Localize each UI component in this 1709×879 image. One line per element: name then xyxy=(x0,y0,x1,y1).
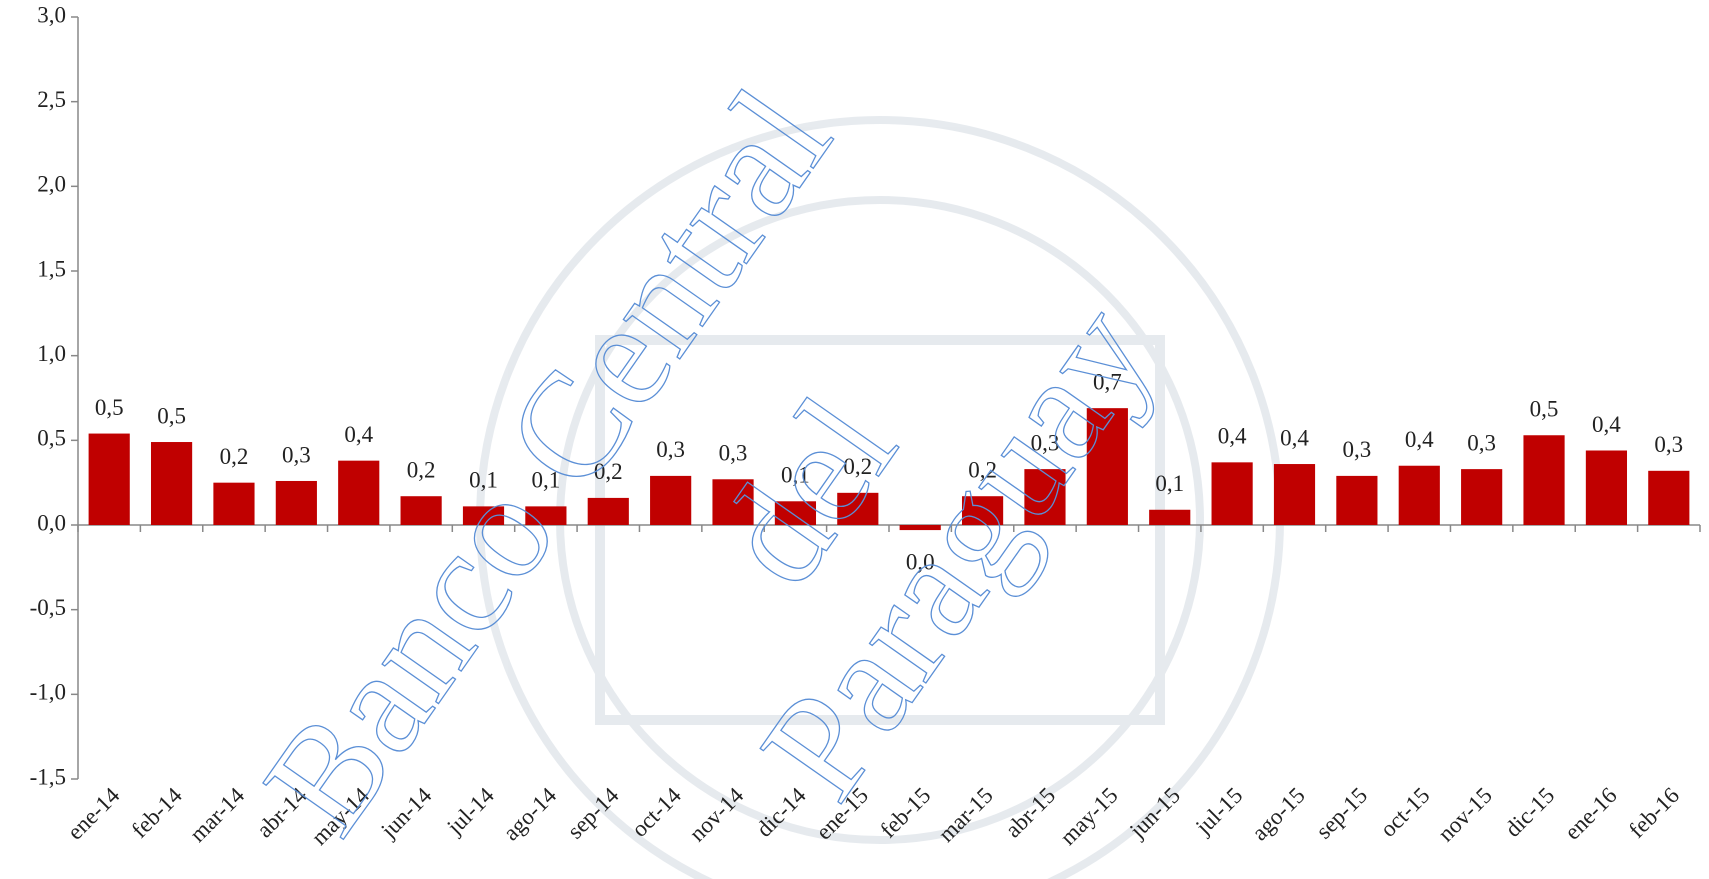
data-label: 0,5 xyxy=(157,403,186,428)
data-label: 0,5 xyxy=(1530,397,1559,422)
bar xyxy=(1461,469,1503,525)
bar xyxy=(1273,464,1316,525)
y-tick-label: 1,5 xyxy=(37,256,66,281)
bar xyxy=(1211,462,1253,525)
x-tick-label: ago-14 xyxy=(498,782,561,845)
x-tick-label: jun-15 xyxy=(1124,783,1185,844)
bar xyxy=(837,492,879,525)
data-label: 0,4 xyxy=(1218,424,1247,449)
bar xyxy=(1648,470,1690,525)
data-label: 0,1 xyxy=(781,463,810,488)
x-tick-label: sep-14 xyxy=(562,782,623,843)
x-tick-label: jul-14 xyxy=(442,782,500,840)
x-tick-label: dic-15 xyxy=(1500,783,1559,842)
bar xyxy=(338,460,380,525)
y-tick-label: 2,0 xyxy=(37,172,66,197)
x-tick-label: may-15 xyxy=(1055,783,1122,850)
data-label: 0,4 xyxy=(1592,412,1621,437)
data-label: 0,1 xyxy=(469,468,498,493)
data-label: 0,3 xyxy=(1467,430,1496,455)
bar xyxy=(1149,509,1191,525)
bar xyxy=(1523,435,1565,525)
data-label: 0,1 xyxy=(1155,471,1184,496)
x-tick-label: ago-15 xyxy=(1247,783,1310,846)
data-label: 0,3 xyxy=(656,437,685,462)
x-tick-label: ene-16 xyxy=(1560,783,1622,845)
data-label: 0,2 xyxy=(407,457,436,482)
data-label: 0,2 xyxy=(220,444,249,469)
x-tick-label: jul-15 xyxy=(1190,783,1247,840)
data-label: 0,1 xyxy=(532,468,561,493)
bar xyxy=(400,496,442,525)
data-label: 0,3 xyxy=(1343,437,1372,462)
bar xyxy=(1024,469,1066,525)
data-label: 0,5 xyxy=(95,395,124,420)
bar xyxy=(1086,408,1128,525)
y-tick-label: 1,0 xyxy=(37,341,66,366)
bar xyxy=(899,525,941,531)
x-tick-label: oct-15 xyxy=(1375,783,1434,842)
data-label: 0,3 xyxy=(1654,432,1683,457)
bar xyxy=(961,496,1004,525)
x-tick-label: oct-14 xyxy=(627,782,687,842)
bar xyxy=(774,501,817,525)
data-label: 0,4 xyxy=(344,422,373,447)
bar xyxy=(1336,475,1378,525)
y-tick-label: 0,5 xyxy=(37,426,66,451)
y-tick-label: -1,0 xyxy=(30,680,66,705)
data-label: 0,3 xyxy=(719,441,748,466)
data-label: 0,2 xyxy=(968,457,997,482)
x-tick-label: sep-15 xyxy=(1311,783,1372,844)
bar xyxy=(1585,450,1628,525)
y-tick-label: -1,5 xyxy=(30,764,66,789)
x-tick-label: feb-16 xyxy=(1624,783,1684,843)
bar xyxy=(275,480,317,525)
bar xyxy=(650,475,692,525)
x-tick-label: ene-14 xyxy=(63,782,125,844)
data-label: 0,3 xyxy=(1031,430,1060,455)
data-label: 0,4 xyxy=(1405,427,1434,452)
bar xyxy=(712,479,754,525)
y-tick-label: -0,5 xyxy=(30,595,66,620)
bar xyxy=(525,506,567,525)
data-label: 0,3 xyxy=(282,442,311,467)
x-tick-label: feb-14 xyxy=(127,782,187,842)
y-tick-label: 3,0 xyxy=(37,2,66,27)
y-tick-label: 2,5 xyxy=(37,87,66,112)
bar xyxy=(88,433,130,525)
bar xyxy=(150,442,193,525)
data-label: 0,2 xyxy=(594,459,623,484)
bar xyxy=(213,482,255,525)
x-tick-label: mar-15 xyxy=(934,783,998,847)
data-label: 0,4 xyxy=(1280,425,1309,450)
data-label: 0,2 xyxy=(843,454,872,479)
y-tick-label: 0,0 xyxy=(37,510,66,535)
x-tick-label: nov-15 xyxy=(1433,783,1497,847)
bar xyxy=(462,506,505,525)
data-label: 0,0 xyxy=(906,549,935,574)
data-label: 0,7 xyxy=(1093,369,1122,394)
x-tick-label: mar-14 xyxy=(185,782,250,847)
bar xyxy=(1398,465,1440,525)
bar xyxy=(587,497,629,525)
